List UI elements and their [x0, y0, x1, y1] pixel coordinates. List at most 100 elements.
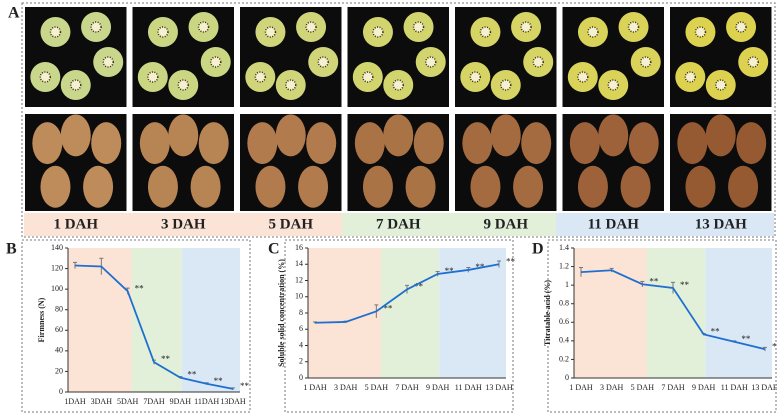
- fruit-core: [577, 71, 589, 83]
- x-tick-label: 5 DAH: [365, 383, 389, 392]
- y-tick-label: 0: [299, 373, 303, 382]
- fruit-core: [392, 79, 404, 91]
- x-tick-label: 11DAH: [194, 397, 219, 406]
- stage-label: 7 DAH: [376, 216, 421, 232]
- y-tick-label: 80: [55, 305, 63, 314]
- fruit-core: [684, 71, 697, 83]
- chart-frame: [547, 239, 777, 413]
- fruit-core: [424, 56, 437, 68]
- significance-label: **: [414, 282, 424, 292]
- x-tick-label: 1 DAH: [569, 383, 593, 392]
- significance-label: **: [161, 354, 171, 364]
- y-tick-label: 1.2: [559, 261, 569, 270]
- whole-fruit: [628, 122, 659, 165]
- y-tick-label: 0: [565, 373, 569, 382]
- significance-label: **: [383, 303, 393, 313]
- data-line: [580, 269, 766, 351]
- fruit-core: [305, 21, 317, 33]
- fruit-core: [285, 79, 297, 91]
- y-tick-label: 100: [51, 284, 63, 293]
- y-tick-label: 0: [59, 387, 63, 396]
- stage-band: [342, 213, 556, 236]
- fruit-core: [254, 71, 267, 83]
- fruit-core: [694, 26, 707, 38]
- x-tick-label: 3 DAH: [334, 383, 358, 392]
- y-tick-label: 1: [565, 280, 569, 289]
- x-tick-label: 7DAH: [143, 397, 165, 406]
- x-tick-label: 7 DAH: [395, 383, 419, 392]
- x-tick-label: 9 DAH: [692, 383, 716, 392]
- fruit-core: [264, 26, 277, 38]
- stage-shade: [131, 248, 182, 392]
- whole-fruit: [728, 165, 759, 208]
- fruit-core: [627, 21, 640, 33]
- whole-fruit: [198, 122, 229, 165]
- y-tick-label: 8: [299, 308, 303, 317]
- y-tick-label: 20: [55, 366, 63, 375]
- fruit-core: [532, 56, 544, 68]
- fruit-core: [90, 21, 102, 33]
- y-axis-title: Titratable acid (%): [543, 280, 552, 346]
- whole-fruit: [577, 165, 608, 208]
- stage-label: 5 DAH: [268, 216, 313, 232]
- whole-fruit: [413, 122, 444, 165]
- fruit-core: [520, 21, 532, 33]
- whole-fruit: [470, 165, 501, 208]
- y-axis-title: Soluble solid concentration (%): [277, 259, 286, 367]
- y-tick-label: 0.2: [559, 354, 569, 363]
- whole-fruit: [736, 122, 767, 165]
- data-line: [74, 264, 234, 390]
- x-tick-label: 9 DAH: [426, 383, 450, 392]
- y-tick-label: 40: [55, 346, 63, 355]
- significance-label: **: [711, 326, 721, 336]
- panel-label: A: [8, 5, 20, 22]
- significance-label: **: [240, 381, 250, 391]
- whole-fruit: [705, 114, 736, 157]
- whole-fruit: [190, 165, 221, 208]
- y-axis-title: Firmness (N): [37, 297, 46, 342]
- significance-label: **: [214, 376, 224, 386]
- x-tick-label: 13DAH: [220, 397, 246, 406]
- y-tick-label: 120: [51, 263, 63, 272]
- whole-fruit: [60, 114, 91, 157]
- y-tick-label: 140: [51, 243, 63, 252]
- fruit-core: [317, 56, 329, 68]
- whole-fruit: [598, 114, 629, 157]
- panel-label: B: [6, 241, 17, 258]
- fruit-core: [372, 26, 384, 38]
- x-tick-label: 7 DAH: [661, 383, 685, 392]
- fruit-core: [747, 56, 759, 68]
- whole-fruit: [521, 122, 552, 165]
- whole-fruit: [513, 165, 544, 208]
- fruit-core: [479, 26, 492, 38]
- whole-fruit: [139, 122, 170, 165]
- whole-fruit: [255, 165, 286, 208]
- stage-shade: [574, 248, 647, 378]
- stage-label: 1 DAH: [53, 216, 98, 232]
- y-tick-label: 2: [299, 357, 303, 366]
- x-tick-label: 5 DAH: [631, 383, 655, 392]
- y-tick-label: 1.4: [559, 243, 569, 252]
- x-tick-label: 9DAH: [170, 397, 192, 406]
- fruit-core: [197, 21, 210, 33]
- stage-label: 11 DAH: [588, 216, 640, 232]
- significance-label: **: [772, 341, 777, 351]
- panel-a-frame: [21, 2, 776, 238]
- x-tick-label: 11 DAH: [721, 383, 748, 392]
- chart-frame: [21, 239, 251, 413]
- stage-label: 3 DAH: [161, 216, 206, 232]
- whole-fruit: [677, 122, 708, 165]
- whole-fruit: [620, 165, 651, 208]
- x-tick-label: 1 DAH: [303, 383, 327, 392]
- panel-label: C: [268, 241, 280, 258]
- stage-shade: [705, 248, 772, 378]
- whole-fruit: [275, 114, 306, 157]
- fruit-core: [70, 79, 82, 91]
- whole-fruit: [247, 122, 278, 165]
- stage-shade: [68, 248, 132, 392]
- fruit-core: [177, 79, 189, 91]
- fruit-core: [49, 26, 62, 38]
- whole-fruit: [83, 165, 114, 208]
- stage-shade: [181, 248, 240, 392]
- fruit-core: [147, 71, 159, 83]
